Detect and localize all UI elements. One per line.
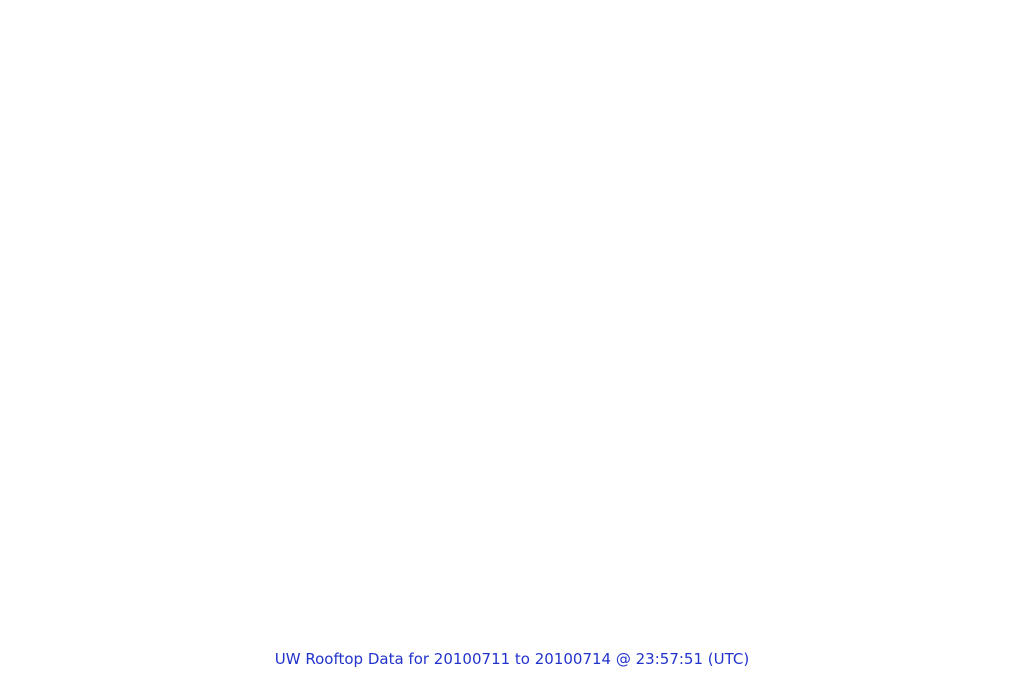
chart-title: UW Rooftop Data for 20100711 to 20100714… (274, 650, 750, 668)
